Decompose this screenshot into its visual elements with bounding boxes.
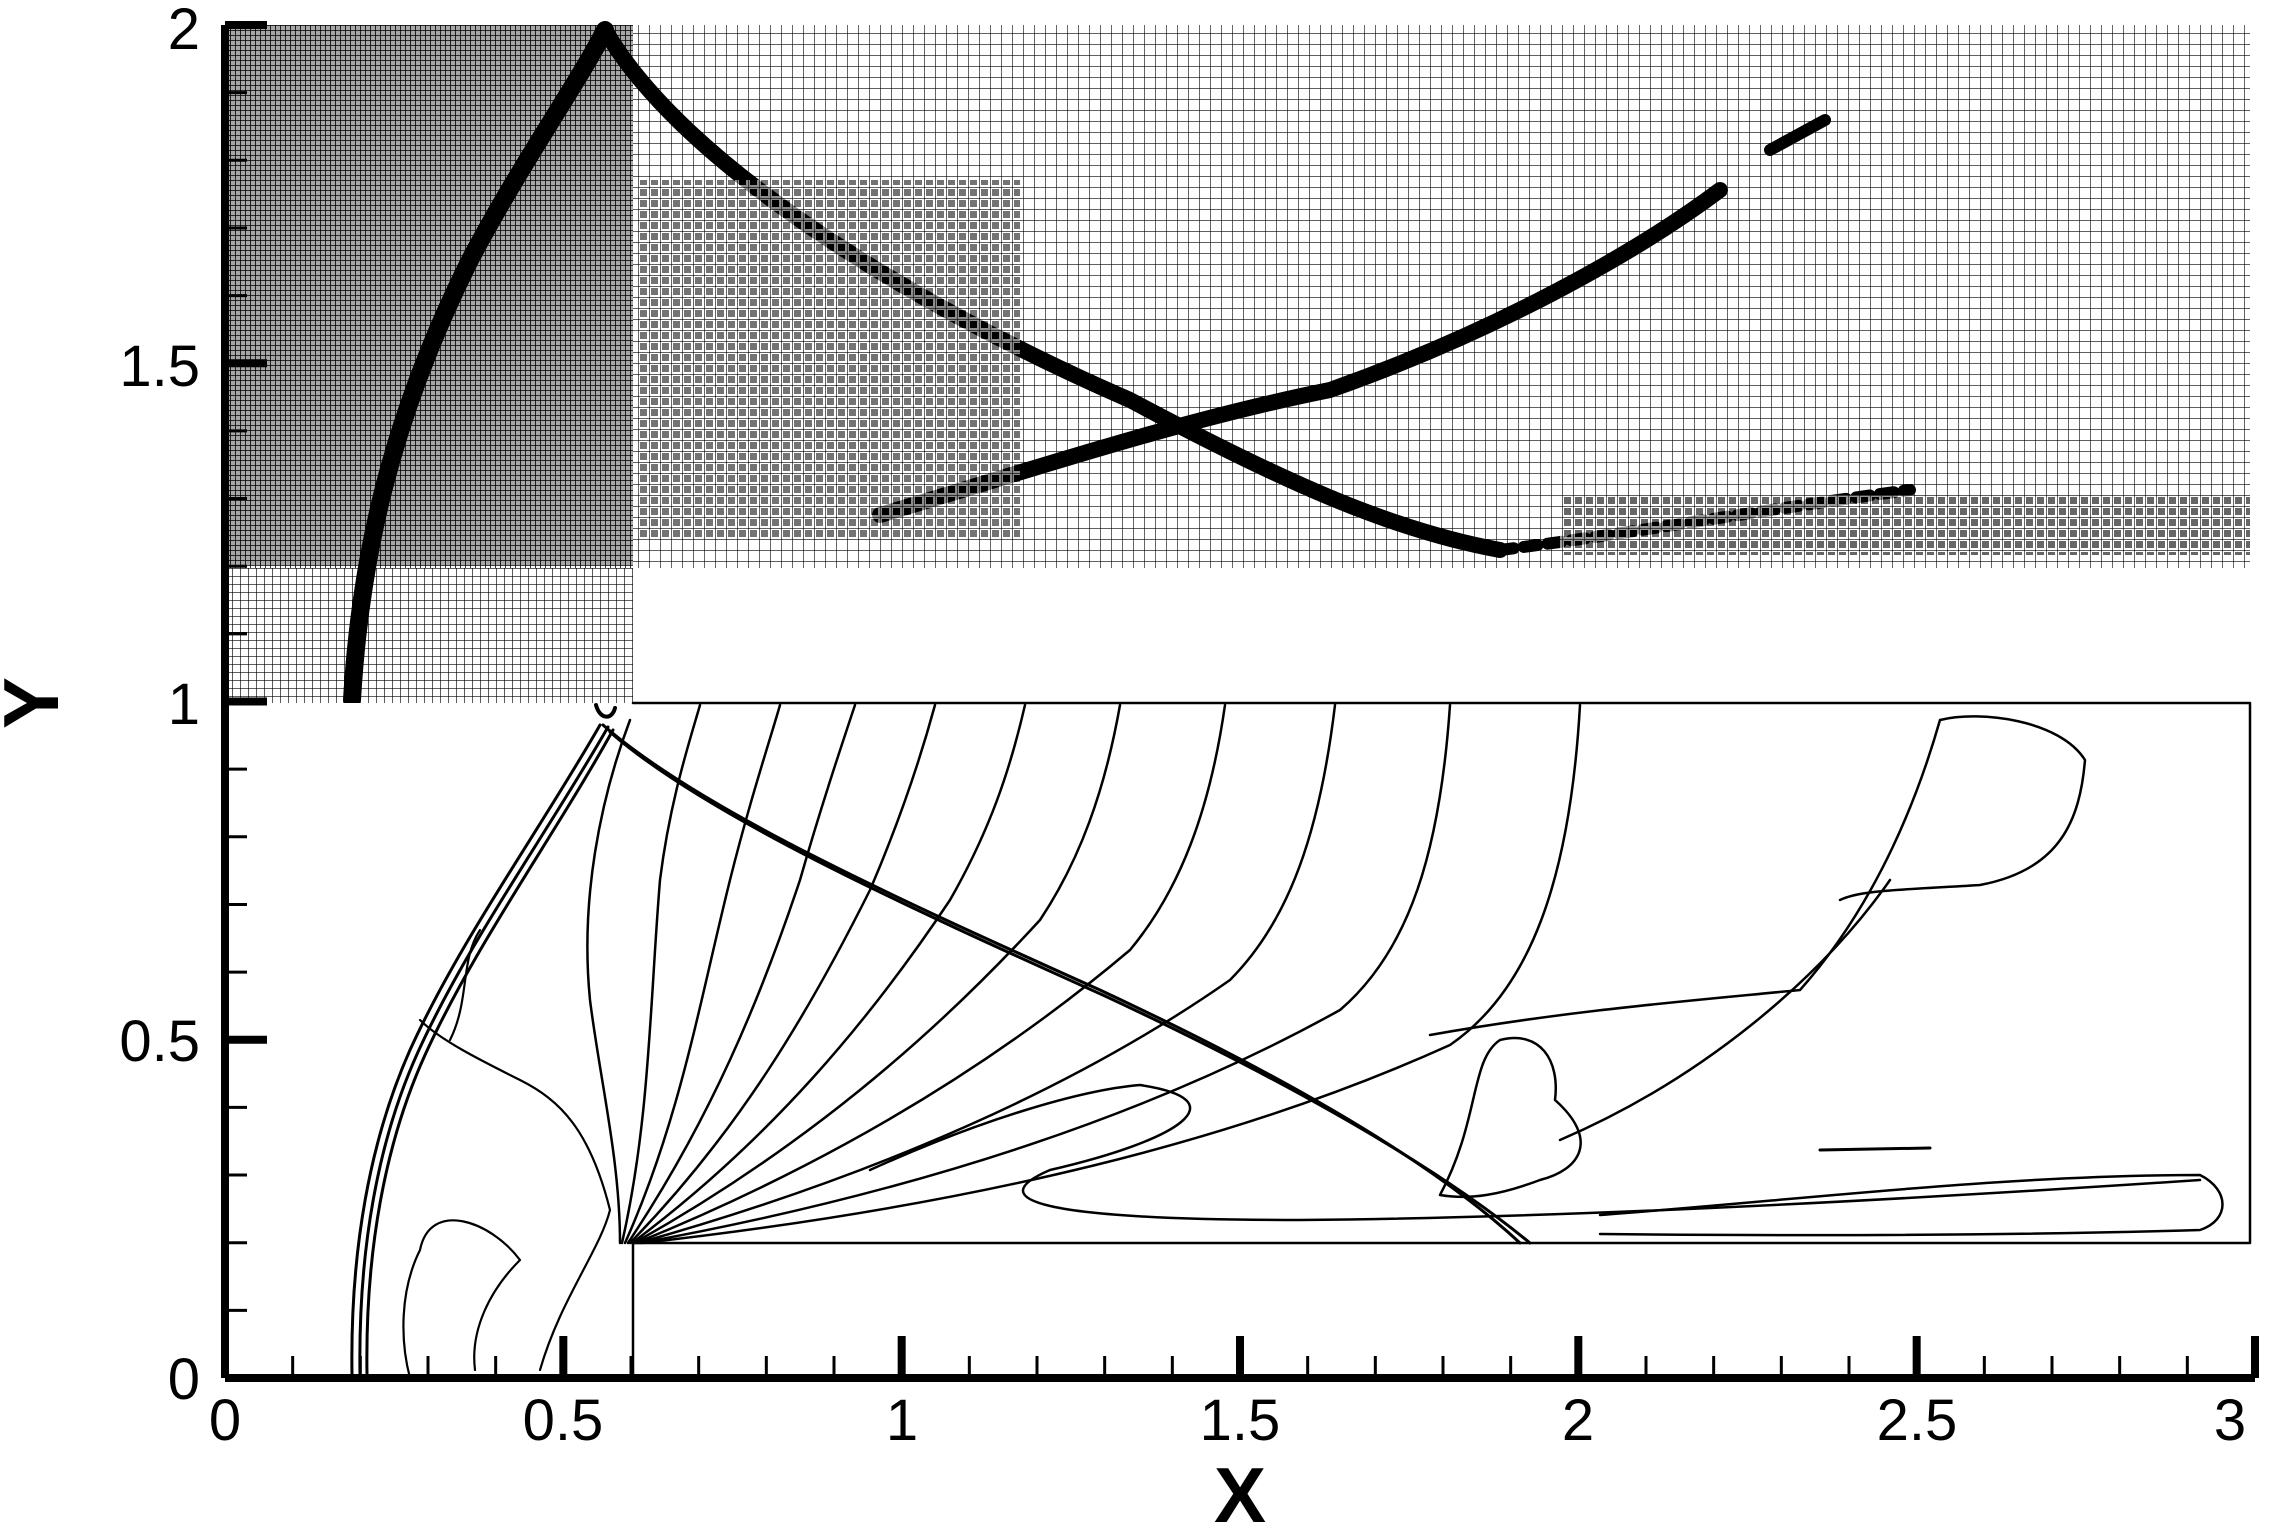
x-tick-label-2-5: 2.5 bbox=[1877, 1388, 1958, 1453]
post-shock-contours bbox=[402, 928, 612, 1380]
refined-cells-region bbox=[640, 180, 1020, 540]
x-tick-label-3: 3 bbox=[2214, 1388, 2246, 1453]
y-tick-label-2: 2 bbox=[168, 0, 200, 62]
contact-surface-contours bbox=[868, 715, 2224, 1237]
medium-mesh-region bbox=[225, 568, 633, 703]
refined-cells-tail bbox=[1560, 495, 2250, 555]
panel-gap bbox=[633, 569, 2255, 701]
y-tick-label-0-5: 0.5 bbox=[119, 1009, 200, 1074]
axes bbox=[221, 21, 2259, 1382]
x-axis-title: X bbox=[1214, 1451, 1266, 1533]
x-tick-label-1-5: 1.5 bbox=[1200, 1388, 1281, 1453]
x-tick-label-1: 1 bbox=[886, 1388, 918, 1453]
y-tick-labels: 0 0.5 1 1.5 2 bbox=[119, 0, 200, 1412]
reflected-shock-contours bbox=[601, 723, 1532, 1245]
mesh-panel bbox=[225, 21, 2255, 713]
y-minor-ticks bbox=[225, 91, 247, 1312]
triple-point bbox=[594, 703, 617, 719]
x-tick-label-2: 2 bbox=[1562, 1388, 1594, 1453]
x-major-ticks bbox=[221, 1336, 2259, 1378]
y-major-ticks bbox=[225, 21, 267, 1382]
expansion-fan-contours bbox=[586, 703, 1582, 1245]
x-tick-label-0: 0 bbox=[209, 1388, 241, 1453]
x-minor-ticks bbox=[291, 1356, 2189, 1378]
x-tick-label-0-5: 0.5 bbox=[523, 1388, 604, 1453]
y-tick-label-1-5: 1.5 bbox=[119, 334, 200, 399]
bow-shock-contours bbox=[350, 723, 615, 1377]
x-tick-labels: 0 0.5 1 1.5 2 2.5 3 bbox=[209, 1388, 2246, 1453]
y-axis-title: Y bbox=[0, 677, 75, 729]
y-tick-label-1: 1 bbox=[168, 672, 200, 737]
contour-panel bbox=[350, 701, 2252, 1380]
y-tick-label-0: 0 bbox=[168, 1347, 200, 1412]
refined-shock-cells bbox=[343, 21, 1916, 709]
